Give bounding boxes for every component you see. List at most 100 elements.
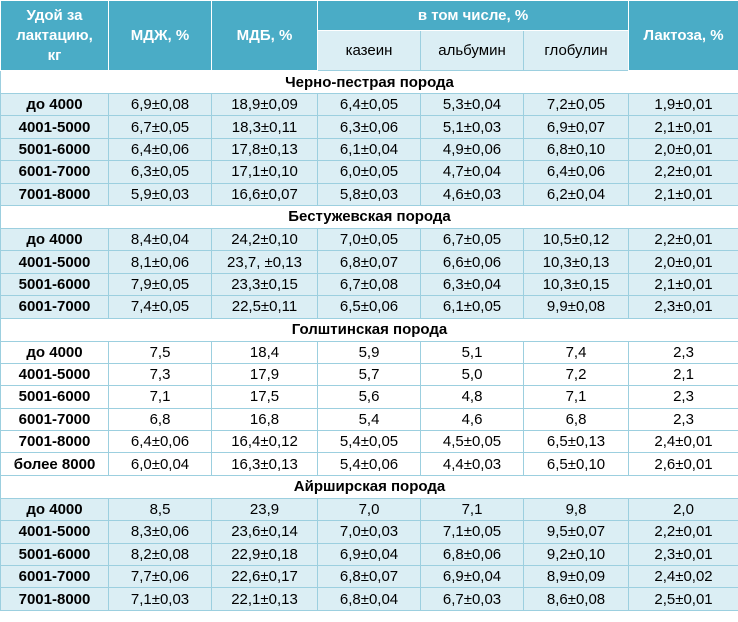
value-cell: 6,4±0,06 <box>108 430 212 454</box>
header-mdb: МДБ, % <box>211 0 318 71</box>
value-cell: 18,3±0,11 <box>211 115 318 139</box>
value-cell: 22,9±0,18 <box>211 542 318 567</box>
value-cell: 2,4±0,01 <box>628 430 738 454</box>
value-cell: 7,4±0,05 <box>108 295 212 319</box>
value-cell: 17,9 <box>211 362 318 387</box>
value-cell: 6,8±0,06 <box>420 542 524 567</box>
table-row: до 4000 7,5 18,4 5,9 5,1 7,4 2,3 <box>0 340 738 364</box>
value-cell: 7,2 <box>522 362 630 387</box>
value-cell: 5,6 <box>317 385 421 409</box>
value-cell: 4,9±0,06 <box>420 137 524 162</box>
table-row: 4001-5000 8,3±0,06 23,6±0,14 7,0±0,03 7,1±0,… <box>0 520 738 544</box>
header-lactose: Лактоза, % <box>628 0 738 71</box>
yield-range-cell: 6001-7000 <box>0 407 109 432</box>
table-row: более 8000 6,0±0,04 16,3±0,13 5,4±0,06 4,4±0… <box>0 452 738 476</box>
value-cell: 4,5±0,05 <box>420 430 524 454</box>
value-cell: 6,4±0,05 <box>317 92 421 117</box>
value-cell: 22,6±0,17 <box>211 565 318 589</box>
value-cell: 17,8±0,13 <box>211 137 318 162</box>
table-row: 5001-6000 8,2±0,08 22,9±0,18 6,9±0,04 6,8±0,… <box>0 542 738 567</box>
value-cell: 16,6±0,07 <box>211 182 318 206</box>
value-cell: 4,4±0,03 <box>420 452 524 476</box>
value-cell: 6,8 <box>522 407 630 432</box>
table-row: 6001-7000 7,4±0,05 22,5±0,11 6,5±0,06 6,1±0,… <box>0 295 738 319</box>
value-cell: 6,8±0,07 <box>317 565 421 589</box>
value-cell: 6,7±0,05 <box>108 115 212 139</box>
yield-range-cell: 5001-6000 <box>0 137 109 162</box>
value-cell: 2,0 <box>628 497 738 522</box>
section-title: Айрширская порода <box>0 474 738 499</box>
value-cell: 5,4 <box>317 407 421 432</box>
value-cell: 7,2±0,05 <box>522 92 630 117</box>
value-cell: 5,4±0,05 <box>317 430 421 454</box>
value-cell: 9,8 <box>522 497 630 522</box>
value-cell: 6,3±0,04 <box>420 272 524 297</box>
value-cell: 7,1±0,03 <box>108 587 212 611</box>
value-cell: 5,4±0,06 <box>317 452 421 476</box>
value-cell: 6,0±0,05 <box>317 160 421 184</box>
value-cell: 2,1±0,01 <box>628 272 738 297</box>
value-cell: 7,3 <box>108 362 212 387</box>
value-cell: 17,5 <box>211 385 318 409</box>
value-cell: 5,0 <box>420 362 524 387</box>
value-cell: 5,3±0,04 <box>420 92 524 117</box>
table-row: 4001-5000 7,3 17,9 5,7 5,0 7,2 2,1 <box>0 362 738 387</box>
value-cell: 23,6±0,14 <box>211 520 318 544</box>
value-cell: 18,4 <box>211 340 318 364</box>
table-row: 6001-7000 6,8 16,8 5,4 4,6 6,8 2,3 <box>0 407 738 432</box>
value-cell: 7,0±0,03 <box>317 520 421 544</box>
value-cell: 7,7±0,06 <box>108 565 212 589</box>
value-cell: 9,5±0,07 <box>522 520 630 544</box>
section-title: Черно-пестрая порода <box>0 70 738 94</box>
value-cell: 4,6±0,03 <box>420 182 524 206</box>
header-albumin: альбумин <box>420 30 524 71</box>
value-cell: 17,1±0,10 <box>211 160 318 184</box>
value-cell: 16,3±0,13 <box>211 452 318 476</box>
section-row: Бестужевская порода <box>0 204 738 229</box>
value-cell: 7,1 <box>420 497 524 522</box>
yield-range-cell: до 4000 <box>0 92 109 117</box>
value-cell: 22,5±0,11 <box>211 295 318 319</box>
table-row: до 4000 8,5 23,9 7,0 7,1 9,8 2,0 <box>0 497 738 522</box>
table-row: 7001-8000 6,4±0,06 16,4±0,12 5,4±0,05 4,5±0,… <box>0 430 738 454</box>
table-row: 5001-6000 6,4±0,06 17,8±0,13 6,1±0,04 4,9±0,… <box>0 137 738 162</box>
value-cell: 1,9±0,01 <box>628 92 738 117</box>
value-cell: 2,2±0,01 <box>628 160 738 184</box>
value-cell: 5,1 <box>420 340 524 364</box>
value-cell: 6,8 <box>108 407 212 432</box>
value-cell: 6,5±0,13 <box>522 430 630 454</box>
value-cell: 6,4±0,06 <box>108 137 212 162</box>
value-cell: 9,9±0,08 <box>522 295 630 319</box>
yield-range-cell: 5001-6000 <box>0 385 109 409</box>
value-cell: 5,9 <box>317 340 421 364</box>
yield-range-cell: 6001-7000 <box>0 565 109 589</box>
header-yield-line: Удой за <box>26 6 83 24</box>
value-cell: 7,9±0,05 <box>108 272 212 297</box>
value-cell: 8,4±0,04 <box>108 227 212 252</box>
value-cell: 2,3 <box>628 385 738 409</box>
value-cell: 8,5 <box>108 497 212 522</box>
value-cell: 8,6±0,08 <box>522 587 630 611</box>
yield-range-cell: 7001-8000 <box>0 587 109 611</box>
table-row: до 4000 8,4±0,04 24,2±0,10 7,0±0,05 6,7±0,05… <box>0 227 738 252</box>
value-cell: 22,1±0,13 <box>211 587 318 611</box>
value-cell: 2,1 <box>628 362 738 387</box>
value-cell: 2,3 <box>628 407 738 432</box>
table-row: 5001-6000 7,1 17,5 5,6 4,8 7,1 2,3 <box>0 385 738 409</box>
value-cell: 2,2±0,01 <box>628 520 738 544</box>
yield-range-cell: 4001-5000 <box>0 115 109 139</box>
table-row: 6001-7000 6,3±0,05 17,1±0,10 6,0±0,05 4,7±0,… <box>0 160 738 184</box>
value-cell: 10,5±0,12 <box>522 227 630 252</box>
table-body: Черно-пестрая порода до 4000 6,9±0,08 18,9±… <box>0 70 738 611</box>
section-row: Айрширская порода <box>0 474 738 499</box>
value-cell: 2,5±0,01 <box>628 587 738 611</box>
value-cell: 2,3±0,01 <box>628 295 738 319</box>
value-cell: 23,7, ±0,13 <box>211 250 318 274</box>
table-row: до 4000 6,9±0,08 18,9±0,09 6,4±0,05 5,3±0,04… <box>0 92 738 117</box>
table-row: 5001-6000 7,9±0,05 23,3±0,15 6,7±0,08 6,3±0,… <box>0 272 738 297</box>
value-cell: 8,2±0,08 <box>108 542 212 567</box>
yield-range-cell: 6001-7000 <box>0 160 109 184</box>
value-cell: 7,1 <box>108 385 212 409</box>
table-row: 6001-7000 7,7±0,06 22,6±0,17 6,8±0,07 6,9±0,… <box>0 565 738 589</box>
